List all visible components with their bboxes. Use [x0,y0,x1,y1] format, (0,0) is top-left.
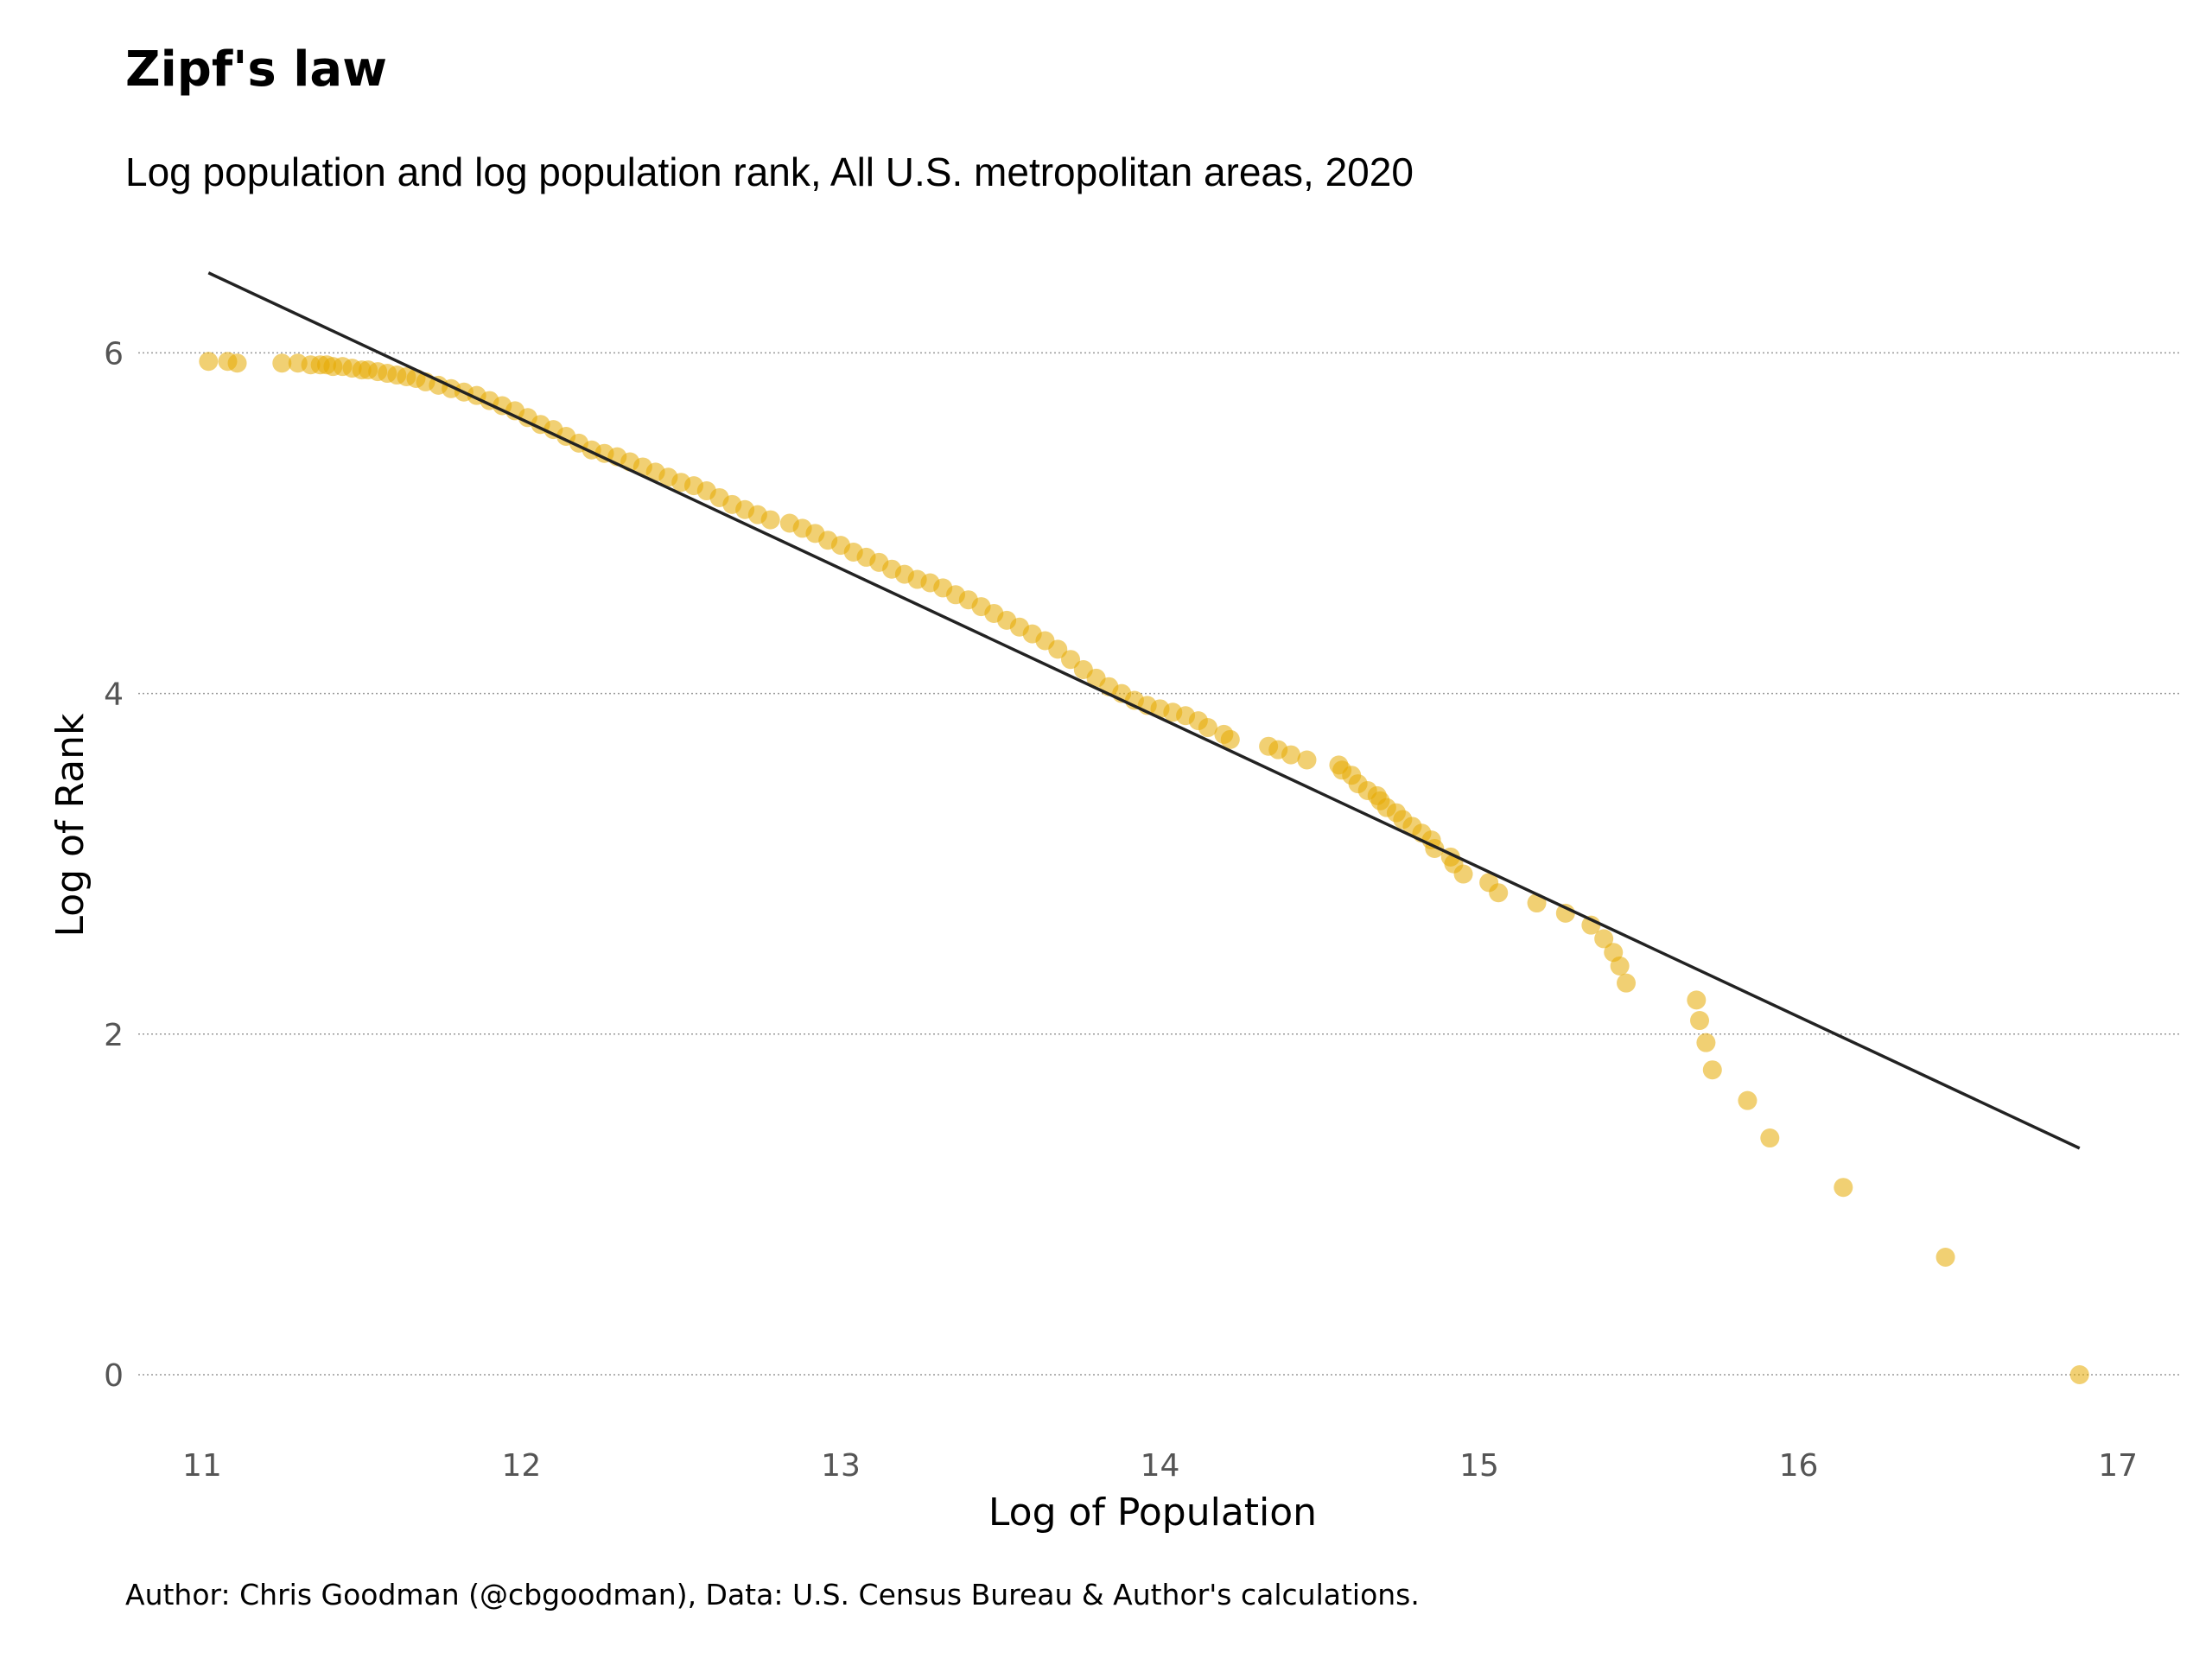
data-point [1594,929,1614,949]
chart-title: Zipf's law [125,41,387,98]
data-point [1760,1128,1780,1148]
data-point [2069,1365,2089,1385]
data-point [227,353,247,373]
data-point [1936,1248,1955,1268]
data-point [1453,864,1473,884]
data-point [1696,1033,1716,1052]
x-axis-ticks: 11 12 13 14 15 16 17 [182,1448,2138,1484]
y-axis-title: Log of Rank [48,713,92,937]
x-tick-label: 12 [502,1448,542,1484]
x-tick-label: 11 [182,1448,222,1484]
data-point [1738,1090,1758,1110]
data-point [1610,956,1630,976]
data-point [1687,990,1707,1010]
regression-line [207,271,2081,1150]
y-tick-label: 4 [104,677,124,713]
data-point [760,510,780,530]
data-point [272,353,292,373]
data-point [1297,750,1317,770]
grid-lines [138,352,2182,1376]
data-point [1220,729,1240,749]
data-point [1617,973,1637,993]
data-point [1834,1178,1853,1198]
x-tick-label: 15 [1459,1448,1499,1484]
data-point [1198,718,1217,738]
y-tick-label: 2 [104,1018,124,1053]
y-axis-ticks: 0 2 4 6 [104,336,124,1394]
data-point [1489,883,1509,903]
chart-subtitle: Log population and log population rank, … [125,149,1414,194]
x-tick-label: 13 [821,1448,861,1484]
data-point [1281,745,1301,765]
data-point [1527,893,1547,913]
chart-caption: Author: Chris Goodman (@cbgoodman), Data… [125,1578,1420,1611]
y-tick-label: 0 [104,1358,124,1394]
data-point [199,352,219,372]
data-point [1702,1060,1722,1080]
x-tick-label: 17 [2098,1448,2138,1484]
x-tick-label: 14 [1141,1448,1180,1484]
data-points [199,352,2089,1385]
y-tick-label: 6 [104,336,124,372]
x-tick-label: 16 [1779,1448,1819,1484]
data-point [1690,1011,1710,1031]
data-point [1048,639,1068,659]
data-point [1061,650,1081,670]
x-axis-title: Log of Population [988,1491,1317,1535]
